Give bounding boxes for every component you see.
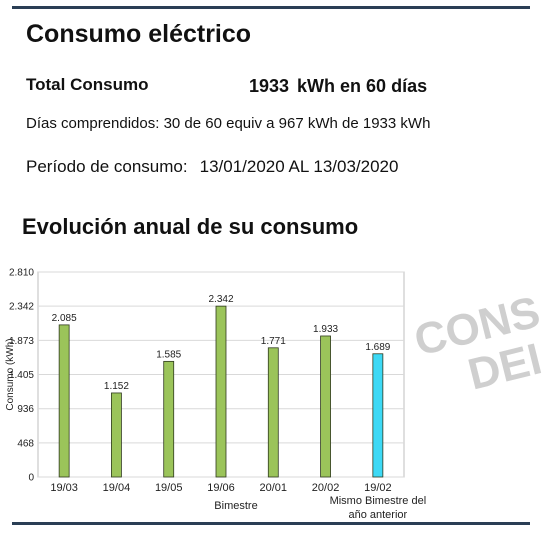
x-tick-label: 19/05 — [155, 482, 183, 494]
previous-year-note-line1: Mismo Bimestre del — [330, 495, 427, 507]
bar — [267, 347, 279, 478]
y-tick-label: 468 — [17, 438, 34, 449]
y-tick-label: 0 — [28, 473, 34, 484]
bar — [320, 335, 331, 478]
y-tick-label: 936 — [17, 404, 34, 415]
bar-value-label: 2.085 — [52, 313, 77, 324]
x-axis-title: Bimestre — [214, 500, 257, 512]
x-tick-label: 19/03 — [50, 482, 78, 494]
page-title: Consumo eléctrico — [26, 20, 252, 48]
y-axis-ticks: 0 468 936 1.405 1.873 2.342 2.810 — [9, 268, 34, 484]
x-axis-ticks: 19/03 19/04 19/05 19/06 20/01 20/02 19/02 — [50, 482, 391, 494]
bottom-rule — [12, 522, 530, 525]
bar-value-label: 1.771 — [261, 336, 286, 347]
days-covered-text: Días comprendidos: 30 de 60 equiv a 967 … — [26, 115, 431, 132]
y-tick-label: 1.873 — [9, 336, 34, 347]
x-tick-label: 20/01 — [260, 482, 288, 494]
consumption-period: Período de consumo: 13/01/2020 AL 13/03/2… — [26, 157, 398, 177]
total-consumption-label: Total Consumo — [26, 75, 149, 94]
bar-value-label: 1.152 — [104, 381, 129, 392]
bar-value-label: 1.933 — [313, 324, 338, 335]
x-tick-label: 19/02 — [364, 482, 392, 494]
period-dates: 13/01/2020 AL 13/03/2020 — [199, 157, 399, 176]
bar — [215, 305, 227, 478]
previous-year-note-line2: año anterior — [348, 509, 407, 521]
total-consumption-value: 1933 kWh en 60 días — [249, 76, 427, 97]
x-tick-label: 20/02 — [312, 482, 340, 494]
total-consumption-number: 1933 — [249, 76, 290, 96]
top-rule — [12, 6, 530, 9]
chart-gridlines — [38, 271, 404, 478]
period-label: Período de consumo: — [26, 157, 188, 176]
bar — [163, 360, 175, 478]
section-title: Evolución anual de su consumo — [22, 214, 359, 239]
bar-value-label: 2.342 — [208, 294, 233, 305]
bar-value-labels: 2.085 1.152 1.585 2.342 1.771 1.933 1.689 — [52, 294, 391, 392]
bar — [372, 353, 384, 478]
bar — [111, 392, 122, 478]
bar — [58, 324, 70, 478]
x-tick-label: 19/06 — [207, 482, 235, 494]
y-axis-title: Consumo (kWh) — [5, 338, 16, 410]
bar-value-label: 1.689 — [365, 342, 390, 353]
chart-bars — [58, 305, 384, 478]
y-tick-label: 1.405 — [9, 370, 34, 381]
y-tick-label: 2.342 — [9, 302, 34, 313]
bar-value-label: 1.585 — [156, 349, 181, 360]
y-tick-label: 2.810 — [9, 268, 34, 279]
total-consumption-unit: kWh en 60 días — [297, 76, 428, 96]
x-tick-label: 19/04 — [103, 482, 131, 494]
consumption-bar-chart: 0 468 936 1.405 1.873 2.342 2.810 2.085 1.152 1.… — [5, 268, 427, 522]
